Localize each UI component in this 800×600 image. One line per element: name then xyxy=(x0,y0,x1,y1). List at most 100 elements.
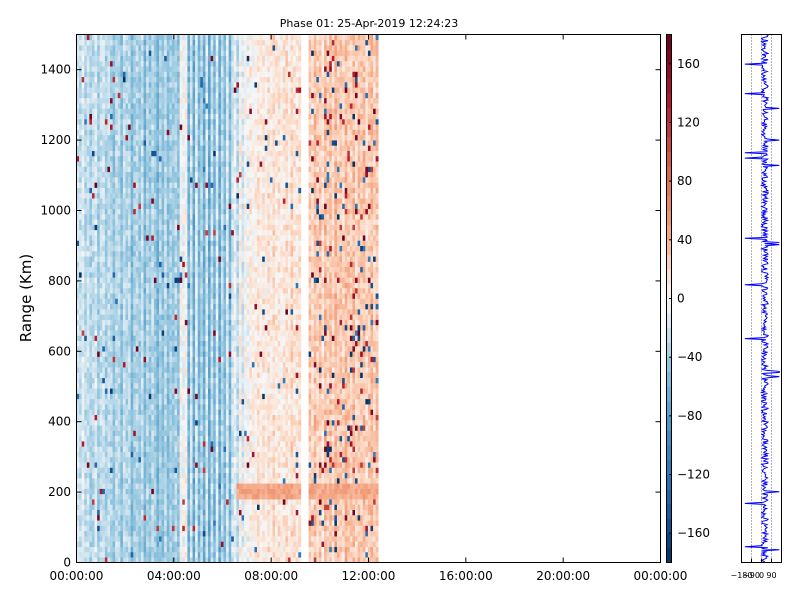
heatmap-cell xyxy=(104,177,108,183)
heatmap-cell xyxy=(135,282,139,289)
heatmap-cell xyxy=(135,229,139,236)
heatmap-cell xyxy=(84,340,88,347)
heatmap-cell xyxy=(187,161,191,167)
heatmap-cell xyxy=(195,45,199,51)
heatmap-cell xyxy=(84,530,88,537)
heatmap-cell xyxy=(153,335,157,342)
heatmap-cell xyxy=(117,346,121,352)
heatmap-cell xyxy=(112,536,116,542)
heatmap-cell xyxy=(202,282,206,289)
heatmap-cell xyxy=(177,103,180,109)
heatmap-cell xyxy=(120,356,124,363)
heatmap-cell xyxy=(97,435,101,442)
heatmap-cell xyxy=(140,356,144,363)
heatmap-cell xyxy=(187,82,191,88)
heatmap-cell xyxy=(76,171,80,178)
heatmap-cell xyxy=(117,229,121,236)
heatmap-cell xyxy=(202,150,206,157)
heatmap-cell xyxy=(161,92,165,99)
heatmap-cell xyxy=(169,372,173,378)
heatmap-cell xyxy=(140,272,144,278)
heatmap-cell xyxy=(195,388,199,394)
heatmap-cell xyxy=(179,393,183,400)
heatmap-cell xyxy=(94,250,98,257)
heatmap-cell xyxy=(182,557,186,563)
heatmap-cell xyxy=(130,235,134,241)
heatmap-cell xyxy=(184,214,188,220)
heatmap-cell xyxy=(112,419,116,426)
heatmap-cell xyxy=(166,488,170,495)
heatmap-cell xyxy=(189,551,193,558)
heatmap-cell xyxy=(156,361,160,368)
heatmap-cell xyxy=(91,261,95,268)
heatmap-cell xyxy=(187,140,191,146)
heatmap-cell xyxy=(110,287,113,294)
heatmap-cell xyxy=(179,499,183,505)
heatmap-cell xyxy=(79,182,82,188)
heatmap-cell xyxy=(153,483,157,489)
heatmap-cell xyxy=(122,398,126,405)
heatmap-cell xyxy=(97,50,101,56)
heatmap-cell xyxy=(148,235,152,241)
heatmap-cell xyxy=(130,398,134,405)
heatmap-cell xyxy=(197,277,201,283)
heatmap-cell xyxy=(164,113,168,120)
heatmap-cell xyxy=(151,546,155,553)
heatmap-cell xyxy=(184,346,188,352)
heatmap-cell xyxy=(179,335,183,342)
heatmap-cell xyxy=(81,229,85,236)
heatmap-cell xyxy=(79,467,82,474)
heatmap-cell xyxy=(133,66,137,72)
heatmap-cell xyxy=(86,192,90,199)
heatmap-cell xyxy=(107,404,111,410)
heatmap-cell xyxy=(133,108,137,114)
heatmap-cell xyxy=(140,404,144,410)
heatmap-cell xyxy=(182,377,186,384)
heatmap-cell xyxy=(86,557,90,563)
heatmap-cell xyxy=(153,557,157,563)
heatmap-cell xyxy=(115,388,119,394)
heatmap-cell xyxy=(128,103,131,109)
heatmap-cell xyxy=(153,509,157,516)
heatmap-cell xyxy=(192,282,196,289)
heatmap-cell xyxy=(161,346,165,352)
heatmap-cell xyxy=(169,39,173,46)
heatmap-cell xyxy=(115,229,119,236)
heatmap-cell xyxy=(187,50,191,56)
heatmap-cell xyxy=(102,314,106,320)
heatmap-cell xyxy=(156,478,160,484)
heatmap-cell xyxy=(130,187,134,194)
heatmap-cell xyxy=(192,166,196,173)
heatmap-cell xyxy=(182,113,186,120)
heatmap-cell xyxy=(133,414,137,421)
heatmap-cell xyxy=(91,509,95,516)
heatmap-cell xyxy=(174,340,178,347)
heatmap-cell xyxy=(195,340,199,347)
heatmap-cell xyxy=(81,219,85,225)
heatmap-cell xyxy=(174,346,178,352)
heatmap-cell xyxy=(159,557,162,563)
heatmap-cell xyxy=(117,256,121,262)
heatmap-cell xyxy=(94,414,98,421)
heatmap-cell xyxy=(138,446,142,452)
heatmap-cell xyxy=(135,161,139,167)
heatmap-cell xyxy=(94,551,98,558)
heatmap-cell xyxy=(143,398,147,405)
heatmap-cell xyxy=(104,536,108,542)
heatmap-cell xyxy=(182,393,186,400)
heatmap-cell xyxy=(143,166,147,173)
heatmap-cell xyxy=(182,541,186,547)
heatmap-cell xyxy=(174,419,178,426)
heatmap-cell xyxy=(76,514,80,521)
heatmap-cell xyxy=(184,287,188,294)
heatmap-cell xyxy=(84,324,88,331)
heatmap-cell xyxy=(104,71,108,78)
heatmap-cell xyxy=(179,382,183,389)
heatmap-cell xyxy=(138,520,142,526)
heatmap-cell xyxy=(184,87,188,93)
heatmap-cell xyxy=(115,419,119,426)
heatmap-cell xyxy=(104,557,108,563)
heatmap-cell xyxy=(110,92,113,99)
heatmap-cell xyxy=(94,377,98,384)
heatmap-cell xyxy=(115,150,119,157)
